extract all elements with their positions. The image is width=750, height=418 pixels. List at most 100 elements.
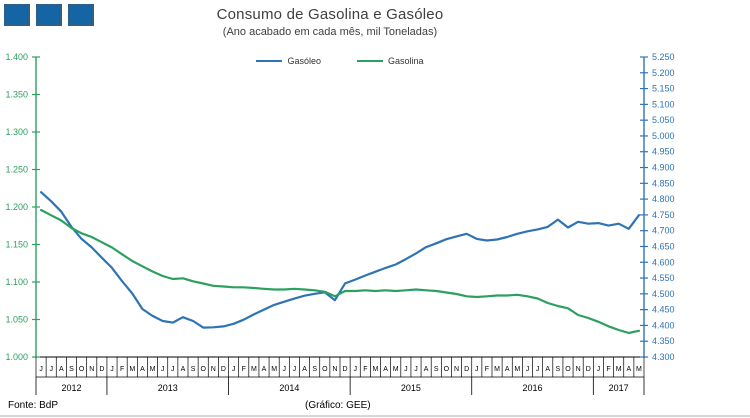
right-axis-tick-label: 4.800 (652, 194, 675, 204)
month-label: A (262, 366, 267, 373)
legend-label-gasolina: Gasolina (388, 56, 424, 66)
right-axis-tick-label: 4.600 (652, 257, 675, 267)
month-label: M (393, 366, 399, 373)
left-axis-tick-label: 1.400 (5, 52, 28, 62)
month-label: J (39, 366, 43, 373)
month-label: J (404, 366, 408, 373)
month-label: J (232, 366, 236, 373)
month-label: F (242, 366, 246, 373)
gasoleo-line (39, 191, 641, 329)
month-label: A (59, 366, 64, 373)
month-label: S (434, 366, 439, 373)
month-label: M (271, 366, 277, 373)
legend-item-gasolina: Gasolina (357, 56, 424, 66)
year-label: 2013 (158, 383, 178, 393)
legend-label-gasoleo: Gasóleo (287, 56, 321, 66)
legend-item-gasoleo: Gasóleo (256, 56, 321, 66)
month-label: A (302, 366, 307, 373)
month-label: A (181, 366, 186, 373)
month-label: J (353, 366, 357, 373)
footer-source: Fonte: BdP (8, 400, 59, 411)
month-label: D (343, 366, 348, 373)
month-label: N (454, 366, 459, 373)
month-label: A (626, 366, 631, 373)
month-label: M (636, 366, 642, 373)
month-label: N (89, 366, 94, 373)
month-label: M (373, 366, 379, 373)
month-label: J (414, 366, 418, 373)
month-label: J (283, 366, 287, 373)
year-label: 2015 (401, 383, 421, 393)
month-label: S (191, 366, 196, 373)
month-label: J (526, 366, 530, 373)
month-label: O (79, 366, 85, 373)
month-label: J (110, 366, 114, 373)
gasoleo-line-swatch-icon (256, 60, 283, 62)
month-label: F (363, 366, 367, 373)
left-axis-tick-label: 1.250 (5, 165, 28, 175)
gasolina-line-swatch-icon (357, 60, 383, 62)
right-axis-tick-label: 4.750 (652, 210, 675, 220)
month-label: M (251, 366, 257, 373)
month-label: O (444, 366, 450, 373)
left-axis-tick-label: 1.300 (5, 127, 28, 137)
right-axis-tick-label: 4.650 (652, 241, 675, 251)
right-axis-tick-label: 5.150 (652, 84, 675, 94)
month-label: F (485, 366, 489, 373)
month-label: M (129, 366, 135, 373)
month-label: A (505, 366, 510, 373)
gasolina-line (39, 208, 641, 335)
month-label: J (597, 366, 601, 373)
chart-subtitle: (Ano acabado em cada mês, mil Toneladas) (222, 26, 438, 38)
right-axis-tick-label: 4.500 (652, 289, 675, 299)
month-label: A (424, 366, 429, 373)
month-label: M (616, 366, 622, 373)
month-label: M (494, 366, 500, 373)
right-axis-tick-label: 4.400 (652, 320, 675, 330)
month-label: J (475, 366, 479, 373)
footer-credit: (Gráfico: GEE) (305, 400, 371, 411)
year-label: 2014 (279, 383, 299, 393)
right-axis-tick-label: 5.050 (652, 115, 675, 125)
month-label: J (293, 366, 297, 373)
right-axis-tick-label: 4.900 (652, 163, 675, 173)
month-label: D (99, 366, 104, 373)
month-label: A (383, 366, 388, 373)
month-label: D (464, 366, 469, 373)
month-label: O (565, 366, 571, 373)
right-axis-tick-label: 4.850 (652, 178, 675, 188)
right-axis-tick-label: 5.250 (652, 52, 675, 62)
logo-square-3 (68, 4, 94, 26)
right-axis-tick-label: 5.100 (652, 99, 675, 109)
month-label: N (576, 366, 581, 373)
month-label: D (586, 366, 591, 373)
year-label: 2016 (523, 383, 543, 393)
month-label: J (49, 366, 53, 373)
year-label: 2017 (609, 383, 629, 393)
legend: Gasóleo Gasolina (36, 54, 644, 68)
month-label: O (322, 366, 328, 373)
month-label: M (150, 366, 156, 373)
month-label: A (140, 366, 145, 373)
month-label: J (171, 366, 175, 373)
right-axis-tick-label: 4.550 (652, 273, 675, 283)
chart-title: Consumo de Gasolina e Gasóleo (216, 6, 444, 23)
month-label: D (221, 366, 226, 373)
month-label: N (332, 366, 337, 373)
left-axis-tick-label: 1.200 (5, 202, 28, 212)
right-axis-tick-label: 4.300 (652, 352, 675, 362)
month-label: S (69, 366, 74, 373)
bottom-rule (0, 415, 750, 417)
month-label: F (120, 366, 124, 373)
right-axis-tick-label: 4.450 (652, 305, 675, 315)
logo (4, 4, 94, 26)
right-axis-tick-label: 4.950 (652, 147, 675, 157)
year-label: 2012 (61, 383, 81, 393)
left-axis-tick-label: 1.150 (5, 240, 28, 250)
month-label: S (556, 366, 561, 373)
right-axis-tick-label: 4.350 (652, 336, 675, 346)
month-label: N (211, 366, 216, 373)
left-axis-tick-label: 1.350 (5, 90, 28, 100)
left-axis-tick-label: 1.000 (5, 352, 28, 362)
